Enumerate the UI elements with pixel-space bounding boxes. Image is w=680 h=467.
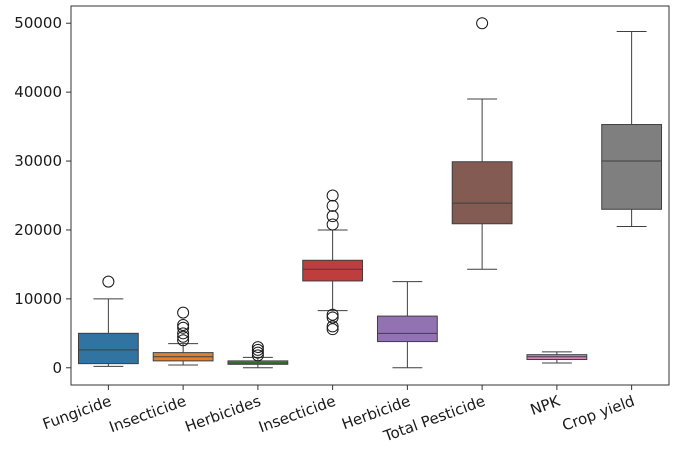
y-tick-label: 10000 [14, 290, 62, 308]
outlier-point [251, 343, 264, 356]
outlier-point [251, 346, 264, 359]
outlier-point [326, 320, 339, 333]
y-tick-label: 30000 [14, 152, 62, 170]
box-group [77, 275, 139, 367]
box-body [302, 259, 364, 282]
box-body [451, 161, 513, 225]
box-body [601, 124, 663, 210]
outlier-point [177, 321, 190, 334]
box-body [77, 332, 139, 365]
outlier-point [326, 210, 339, 223]
outlier-point [177, 319, 190, 332]
outlier-point [326, 218, 339, 231]
outlier-point [326, 199, 339, 212]
outlier-point [326, 323, 339, 336]
outlier-point [326, 189, 339, 202]
outlier-point [251, 341, 264, 354]
boxes-layer [77, 17, 663, 369]
outlier-point [326, 308, 339, 321]
x-tick-label: Herbicides [183, 392, 264, 436]
x-axis: FungicideInsecticideHerbicidesInsecticid… [40, 385, 637, 446]
outlier-point [102, 275, 115, 288]
x-tick-label: Insecticide [107, 392, 189, 436]
y-tick-label: 40000 [14, 83, 62, 101]
plot-area [70, 5, 670, 386]
x-tick-label: Crop yield [560, 392, 637, 435]
y-tick-label: 0 [52, 359, 62, 377]
y-tick-label: 20000 [14, 221, 62, 239]
outlier-point [177, 327, 190, 340]
box-body [376, 315, 438, 343]
outlier-point [177, 306, 190, 319]
outlier-point [326, 311, 339, 324]
outlier-point [177, 330, 190, 343]
outlier-point [251, 349, 264, 362]
y-axis: 0 10000 20000 30000 40000 50000 [14, 14, 71, 377]
y-tick-label: 50000 [14, 14, 62, 32]
box-group [526, 351, 588, 364]
box-group [152, 306, 214, 366]
x-tick-label: Insecticide [256, 392, 338, 436]
box-group [302, 189, 364, 336]
box-group [451, 17, 513, 270]
box-group [227, 341, 289, 369]
box-group [601, 30, 663, 228]
outlier-point [476, 17, 489, 30]
box-group [376, 281, 438, 369]
x-tick-label: NPK [528, 391, 564, 419]
outlier-point [177, 334, 190, 347]
x-tick-label: Fungicide [40, 392, 114, 433]
